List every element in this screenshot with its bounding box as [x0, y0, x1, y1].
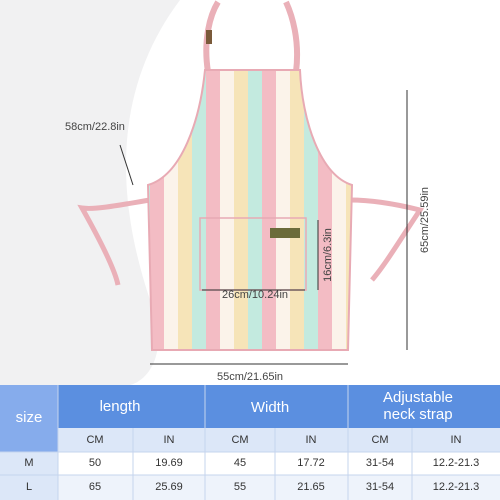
pocket-width: 26cm/10.24in	[222, 289, 288, 301]
pocket-height: 16cm/6.3in	[322, 228, 334, 282]
table-cell: 19.69	[155, 457, 183, 469]
header-strap: Adjustable	[383, 389, 453, 406]
table-cell: 55	[234, 481, 246, 493]
table-cell: 31-54	[366, 457, 394, 469]
unit-label: CM	[371, 434, 388, 446]
strap-length: 58cm/22.8in	[65, 121, 125, 133]
unit-label: IN	[451, 434, 462, 446]
header-strap: neck strap	[383, 406, 452, 423]
unit-label: CM	[86, 434, 103, 446]
header-length: length	[100, 398, 141, 415]
table-cell: 12.2-21.3	[433, 457, 479, 469]
table-cell: 12.2-21.3	[433, 481, 479, 493]
size-table: size length Width Adjustable neck strap	[0, 385, 500, 500]
table-cell: 31-54	[366, 481, 394, 493]
table-cell: 17.72	[297, 457, 325, 469]
apron-width: 55cm/21.65in	[217, 371, 283, 383]
table-cell: M	[24, 457, 33, 469]
table-cell: L	[26, 481, 32, 493]
background	[0, 0, 180, 385]
unit-label: IN	[306, 434, 317, 446]
table-cell: 45	[234, 457, 246, 469]
unit-label: CM	[231, 434, 248, 446]
header-width: Width	[251, 399, 289, 416]
table-cell: 65	[89, 481, 101, 493]
table-cell: 21.65	[297, 481, 325, 493]
header-size: size	[16, 409, 43, 426]
unit-label: IN	[164, 434, 175, 446]
dimension-lines	[119, 90, 408, 365]
apron-height: 65cm/25.59in	[419, 187, 431, 253]
table-cell: 50	[89, 457, 101, 469]
table-cell: 25.69	[155, 481, 183, 493]
